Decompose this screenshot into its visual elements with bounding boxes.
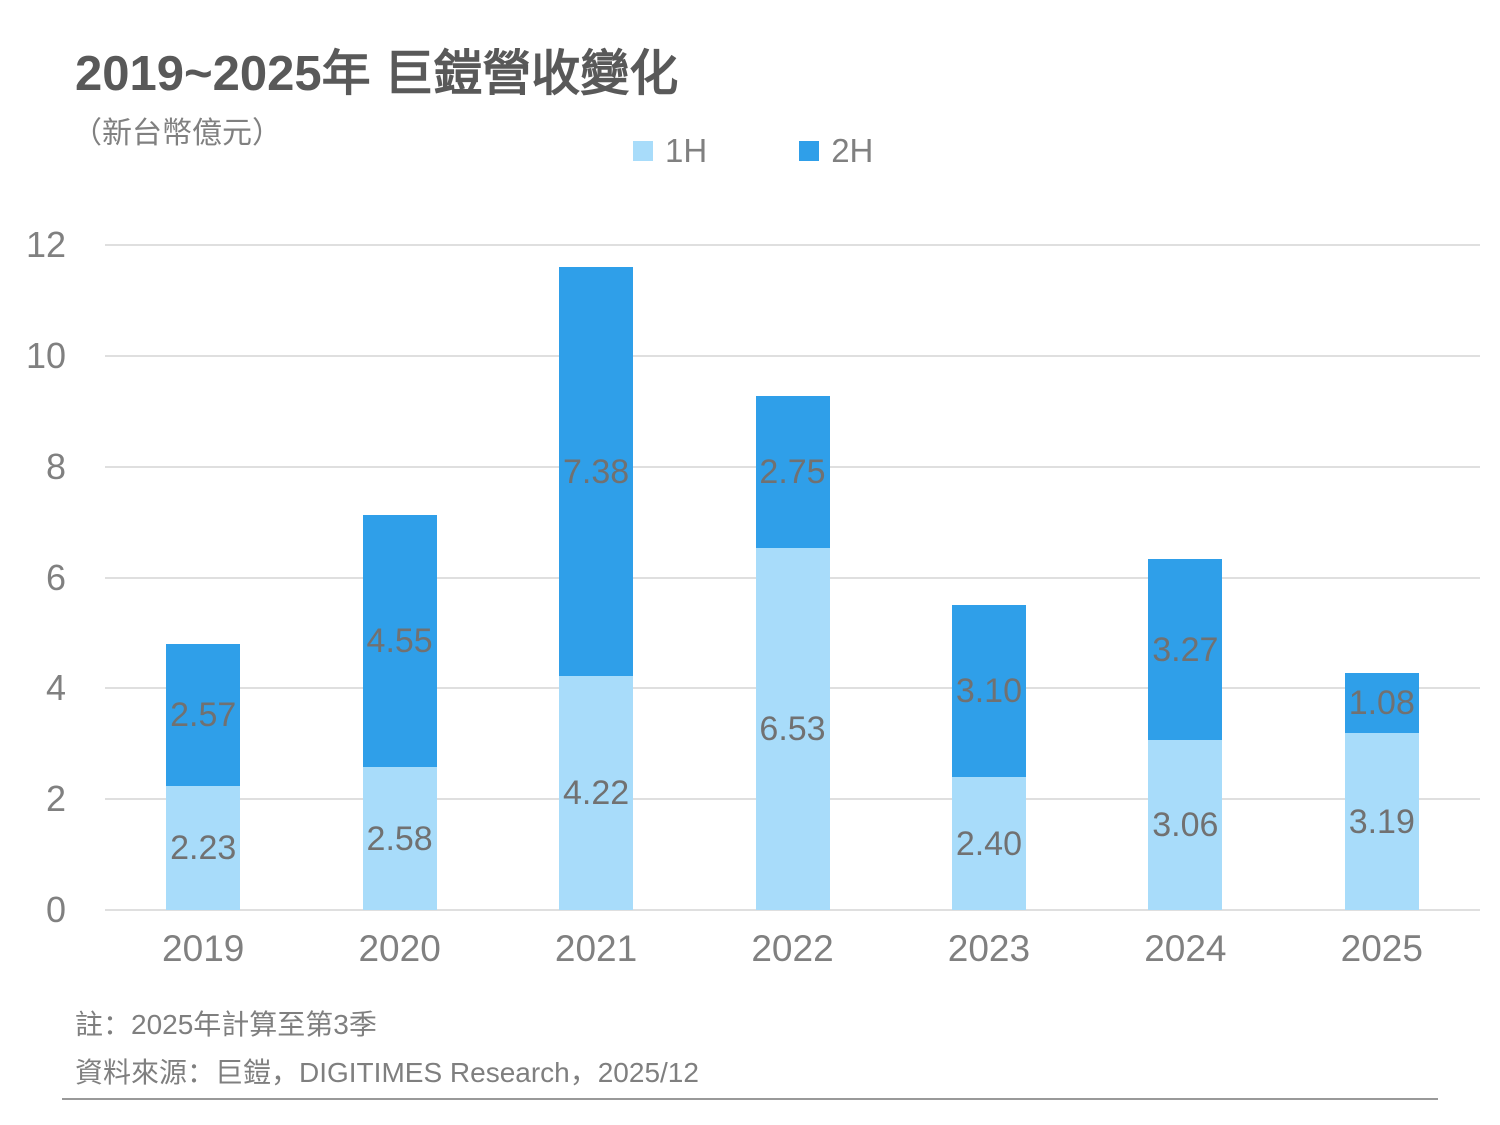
- bar-segment-1h-2025: 3.19: [1344, 733, 1419, 910]
- bar-segment-1h-2024: 3.06: [1148, 740, 1223, 910]
- bar-value-label: 2.58: [366, 819, 433, 858]
- bar-segment-2h-2024: 3.27: [1148, 559, 1223, 741]
- bar-stack-2025: 3.19 1.08: [1344, 245, 1419, 910]
- footnote: 註：2025年計算至第3季: [75, 1009, 377, 1040]
- bar-segment-1h-2021: 4.22: [559, 676, 634, 910]
- x-tick-label-2019: 2019: [162, 928, 245, 969]
- x-tick-label-2021: 2021: [554, 928, 638, 969]
- bar-value-label: 3.10: [955, 672, 1023, 711]
- gridline-y12: [105, 244, 1480, 246]
- bar-segment-1h-2020: 2.58: [362, 767, 437, 910]
- bar-value-label: 6.53: [759, 710, 826, 749]
- bar-segment-1h-2019: 2.23: [166, 786, 241, 910]
- bar-segment-2h-2023: 3.10: [951, 605, 1026, 777]
- bar-stack-2024: 3.06 3.27: [1148, 245, 1223, 910]
- y-tick-label-6: 6: [45, 556, 66, 598]
- legend-item-2h: 2H: [799, 134, 873, 167]
- bar-stack-2022: 6.53 2.75: [755, 245, 830, 910]
- bar-stack-2020: 2.58 4.55: [362, 245, 437, 910]
- x-tick-label-2023: 2023: [947, 928, 1031, 969]
- bar-value-label: 3.27: [1152, 630, 1219, 669]
- source-credit: 資料來源：巨鎧，DIGITIMES Research，2025/12: [75, 1057, 699, 1088]
- chart-unit-subtitle: （新台幣億元）: [72, 117, 282, 150]
- bar-value-label: 3.06: [1152, 806, 1219, 845]
- bar-value-label: 2.75: [759, 452, 826, 491]
- bar-value-label: 2.40: [955, 824, 1023, 863]
- y-tick-label-0: 0: [45, 889, 66, 930]
- y-tick-label-2: 2: [45, 778, 66, 820]
- legend-label-1h: 1H: [665, 132, 708, 169]
- x-tick-label-2022: 2022: [751, 928, 834, 969]
- x-tick-label-2025: 2025: [1340, 928, 1423, 969]
- legend-swatch-1h-icon: [633, 140, 653, 161]
- x-tick-label-2024: 2024: [1144, 928, 1227, 969]
- bar-segment-2h-2022: 2.75: [755, 395, 830, 549]
- bar-value-label: 4.55: [366, 621, 433, 660]
- bar-value-label: 2.57: [170, 696, 237, 735]
- bar-stack-2019: 2.23 2.57: [166, 245, 241, 910]
- bar-value-label: 2.23: [170, 829, 237, 868]
- bar-value-label: 7.38: [562, 452, 630, 491]
- bar-segment-2h-2021: 7.38: [559, 267, 634, 677]
- chart-title: 2019~2025年 巨鎧營收變化: [75, 47, 679, 101]
- gridline-y10: [105, 354, 1480, 357]
- legend-item-1h: 1H: [633, 134, 707, 167]
- legend-label-2h: 2H: [831, 132, 874, 169]
- bar-segment-2h-2019: 2.57: [166, 644, 241, 787]
- y-tick-label-12: 12: [25, 224, 66, 265]
- bar-segment-2h-2025: 1.08: [1344, 673, 1419, 734]
- y-tick-label-8: 8: [45, 445, 66, 487]
- plot-area: 2.23 2.57 2.58 4.55 4.22 7.38 6.53 2.75 2.40 3.10…: [105, 244, 1480, 911]
- bar-segment-1h-2023: 2.40: [951, 777, 1026, 910]
- bar-value-label: 3.19: [1348, 802, 1415, 841]
- bar-segment-2h-2020: 4.55: [362, 514, 437, 768]
- bar-segment-1h-2022: 6.53: [755, 548, 830, 910]
- gridline-y0: [105, 909, 1480, 911]
- x-tick-label-2020: 2020: [358, 928, 441, 969]
- chart-legend: 1H 2H: [633, 134, 873, 167]
- legend-swatch-2h-icon: [799, 140, 820, 161]
- bottom-divider: [62, 1098, 1438, 1100]
- bar-stack-2021: 4.22 7.38: [559, 245, 634, 910]
- y-tick-label-4: 4: [45, 667, 66, 709]
- bar-value-label: 1.08: [1348, 684, 1415, 723]
- bar-value-label: 4.22: [562, 774, 630, 813]
- y-tick-label-10: 10: [25, 334, 66, 376]
- bar-stack-2023: 2.40 3.10: [951, 245, 1026, 910]
